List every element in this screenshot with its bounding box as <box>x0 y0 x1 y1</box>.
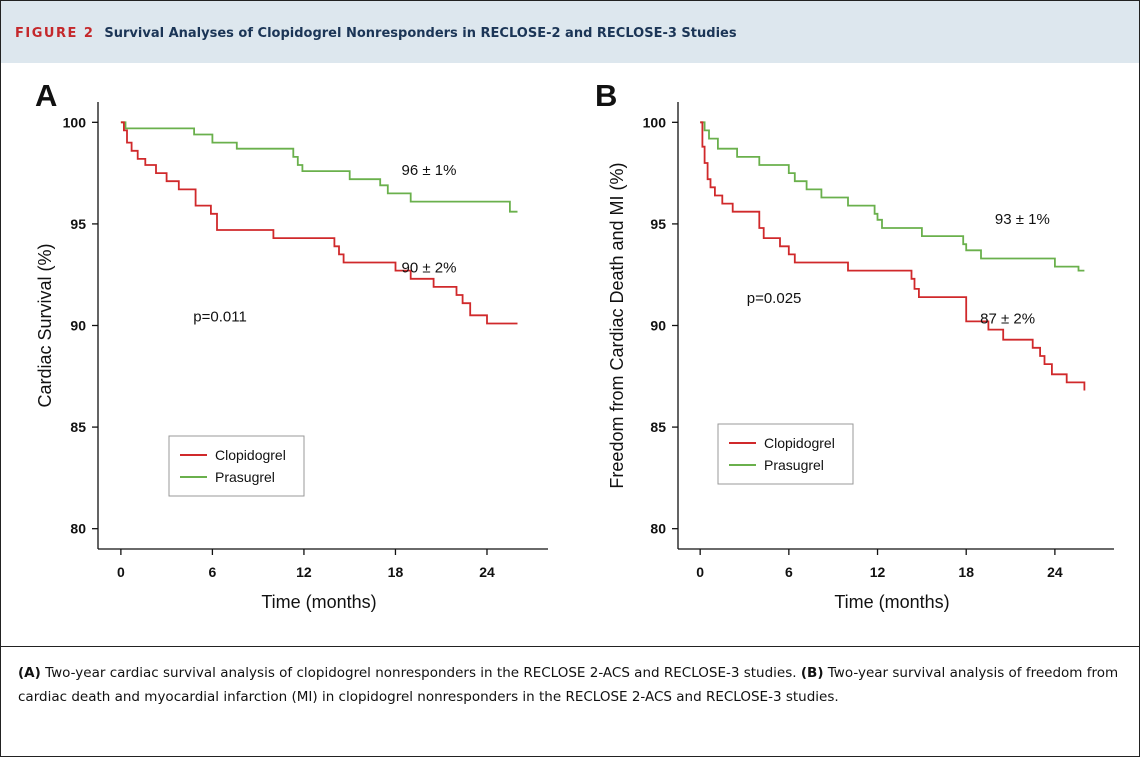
series-line-prasugrel <box>120 121 518 213</box>
y-tick-label: 85 <box>70 419 86 435</box>
x-tick-label: 0 <box>117 564 125 580</box>
y-tick-label: 80 <box>70 521 86 537</box>
legend-label-prasugrel: Prasugrel <box>764 457 824 473</box>
x-tick-label: 18 <box>958 564 974 580</box>
x-tick-label: 24 <box>479 564 495 580</box>
x-axis-label: Time (months) <box>261 592 376 612</box>
x-tick-label: 12 <box>296 564 312 580</box>
annotation: 87 ± 2% <box>980 310 1035 327</box>
panel-letter: A <box>35 78 57 113</box>
figure-caption: (A) Two-year cardiac survival analysis o… <box>18 661 1126 709</box>
y-tick-label: 80 <box>650 521 666 537</box>
caption-b-label: (B) <box>800 665 824 681</box>
figure-header: FIGURE 2 Survival Analyses of Clopidogrel… <box>1 1 1139 63</box>
figure-charts: A 80 85 90 95 100 0 6 12 18 24 Time (months) Cardiac… <box>35 78 1114 612</box>
y-tick-label: 85 <box>650 419 666 435</box>
figure-title: FIGURE 2 Survival Analyses of Clopidogrel… <box>15 26 737 41</box>
x-tick-label: 18 <box>388 564 404 580</box>
y-tick-label: 90 <box>70 318 86 334</box>
x-tick-label: 24 <box>1047 564 1063 580</box>
legend-label-clopidogrel: Clopidogrel <box>764 435 835 451</box>
caption-a-label: (A) <box>18 665 41 681</box>
x-tick-label: 6 <box>209 564 217 580</box>
y-tick-label: 95 <box>70 216 86 232</box>
x-tick-label: 0 <box>696 564 704 580</box>
y-axis-label: Freedom from Cardiac Death and MI (%) <box>607 162 627 488</box>
x-tick-label: 6 <box>785 564 793 580</box>
series-line-clopidogrel <box>700 121 1086 391</box>
panel-a: A 80 85 90 95 100 0 6 12 18 24 Time (months) Cardiac… <box>35 78 548 612</box>
annotation: p=0.025 <box>747 290 802 307</box>
y-axis-label: Cardiac Survival (%) <box>35 243 55 407</box>
caption-a-text: Two-year cardiac survival analysis of cl… <box>40 665 801 681</box>
y-tick-label: 90 <box>650 318 666 334</box>
series-line-clopidogrel <box>120 121 518 325</box>
x-tick-label: 12 <box>870 564 886 580</box>
annotation: 96 ± 1% <box>402 162 457 179</box>
caption-b-text: Two-year survival analysis of freedom fr… <box>18 665 1119 705</box>
legend: Clopidogrel Prasugrel <box>168 435 305 497</box>
annotation: p=0.011 <box>193 308 247 325</box>
figure-title-text: Survival Analyses of Clopidogrel Nonresp… <box>104 26 737 41</box>
y-tick-label: 100 <box>643 114 667 130</box>
legend-label-prasugrel: Prasugrel <box>215 469 275 485</box>
figure-label: FIGURE 2 <box>15 26 95 41</box>
legend-box <box>717 423 854 485</box>
y-tick-label: 95 <box>650 216 666 232</box>
panel-letter: B <box>595 78 617 113</box>
x-axis-label: Time (months) <box>834 592 949 612</box>
legend-label-clopidogrel: Clopidogrel <box>215 447 286 463</box>
panel-b: B 80 85 90 95 100 0 6 12 18 24 Time (months) Freedom… <box>595 78 1114 612</box>
annotation: 90 ± 2% <box>402 260 457 277</box>
legend: Clopidogrel Prasugrel <box>717 423 854 485</box>
legend-box <box>168 435 305 497</box>
y-tick-label: 100 <box>63 114 87 130</box>
caption-divider <box>1 646 1139 647</box>
series-line-prasugrel <box>700 121 1085 272</box>
annotation: 93 ± 1% <box>995 211 1050 228</box>
